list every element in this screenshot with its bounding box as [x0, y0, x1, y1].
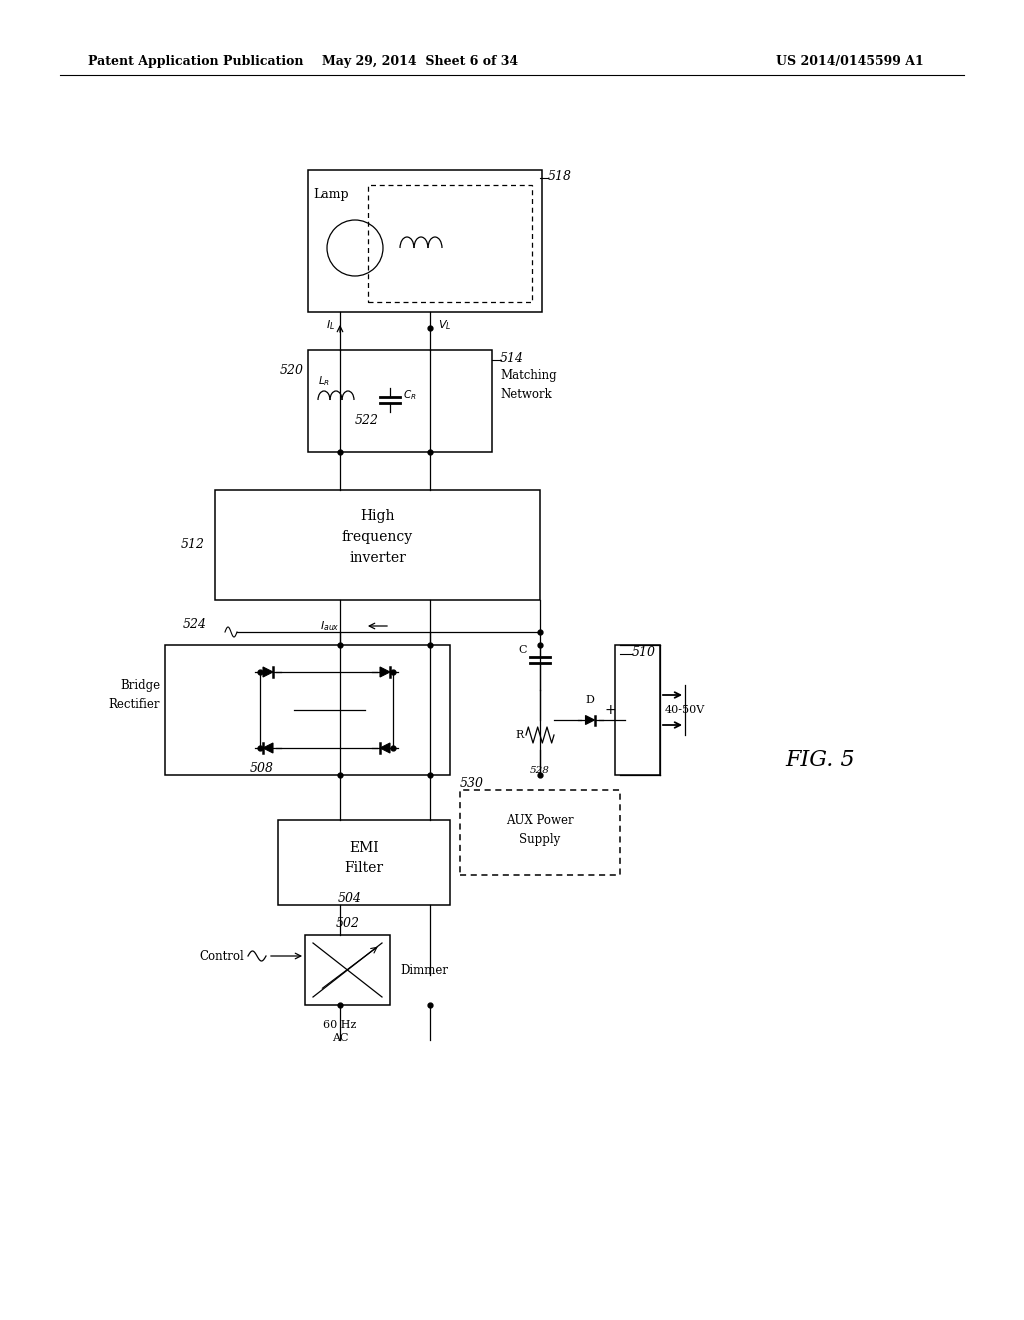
Bar — [305, 935, 390, 1005]
Bar — [368, 185, 532, 302]
Text: 530: 530 — [460, 777, 484, 789]
Polygon shape — [586, 715, 595, 725]
Polygon shape — [380, 743, 390, 752]
Text: Matching
Network: Matching Network — [500, 370, 557, 400]
Text: 514: 514 — [500, 351, 524, 364]
Bar — [460, 789, 620, 875]
Text: $I_L$: $I_L$ — [326, 318, 335, 331]
Bar — [165, 645, 450, 775]
Text: Dimmer: Dimmer — [400, 964, 449, 977]
Text: High
frequency
inverter: High frequency inverter — [342, 510, 413, 565]
Text: D: D — [586, 696, 595, 705]
Text: Control: Control — [200, 949, 244, 962]
Text: 528: 528 — [530, 766, 550, 775]
Text: 522: 522 — [355, 413, 379, 426]
Text: Patent Application Publication: Patent Application Publication — [88, 55, 303, 69]
Polygon shape — [380, 667, 390, 677]
Text: C: C — [518, 645, 527, 655]
Text: May 29, 2014  Sheet 6 of 34: May 29, 2014 Sheet 6 of 34 — [322, 55, 518, 69]
Text: Bridge
Rectifier: Bridge Rectifier — [109, 680, 160, 710]
Text: Lamp: Lamp — [313, 187, 348, 201]
Polygon shape — [263, 743, 273, 752]
Text: R: R — [516, 730, 524, 741]
Text: +: + — [604, 704, 615, 717]
Text: 502: 502 — [336, 917, 359, 931]
Bar — [308, 350, 492, 451]
Bar — [278, 820, 450, 906]
Text: $V_L$: $V_L$ — [438, 318, 452, 331]
Bar — [308, 170, 542, 312]
Text: 60 Hz
AC: 60 Hz AC — [324, 1020, 356, 1043]
Bar — [215, 490, 540, 601]
Text: $I_{aux}$: $I_{aux}$ — [321, 619, 340, 632]
Text: $L_R$: $L_R$ — [318, 374, 330, 388]
Text: FIG. 5: FIG. 5 — [785, 748, 855, 771]
Text: $C_R$: $C_R$ — [403, 388, 417, 401]
Text: AUX Power
Supply: AUX Power Supply — [506, 814, 573, 846]
Polygon shape — [263, 667, 273, 677]
Text: 508: 508 — [250, 762, 274, 775]
Text: EMI
Filter: EMI Filter — [344, 841, 384, 875]
Text: 512: 512 — [181, 539, 205, 552]
Text: 518: 518 — [548, 170, 572, 183]
Bar — [615, 645, 660, 775]
Text: 40-50V: 40-50V — [665, 705, 706, 715]
Text: US 2014/0145599 A1: US 2014/0145599 A1 — [776, 55, 924, 69]
Text: 524: 524 — [183, 619, 207, 631]
Text: 520: 520 — [280, 363, 304, 376]
Text: 510: 510 — [632, 645, 656, 659]
Text: 504: 504 — [338, 892, 362, 906]
